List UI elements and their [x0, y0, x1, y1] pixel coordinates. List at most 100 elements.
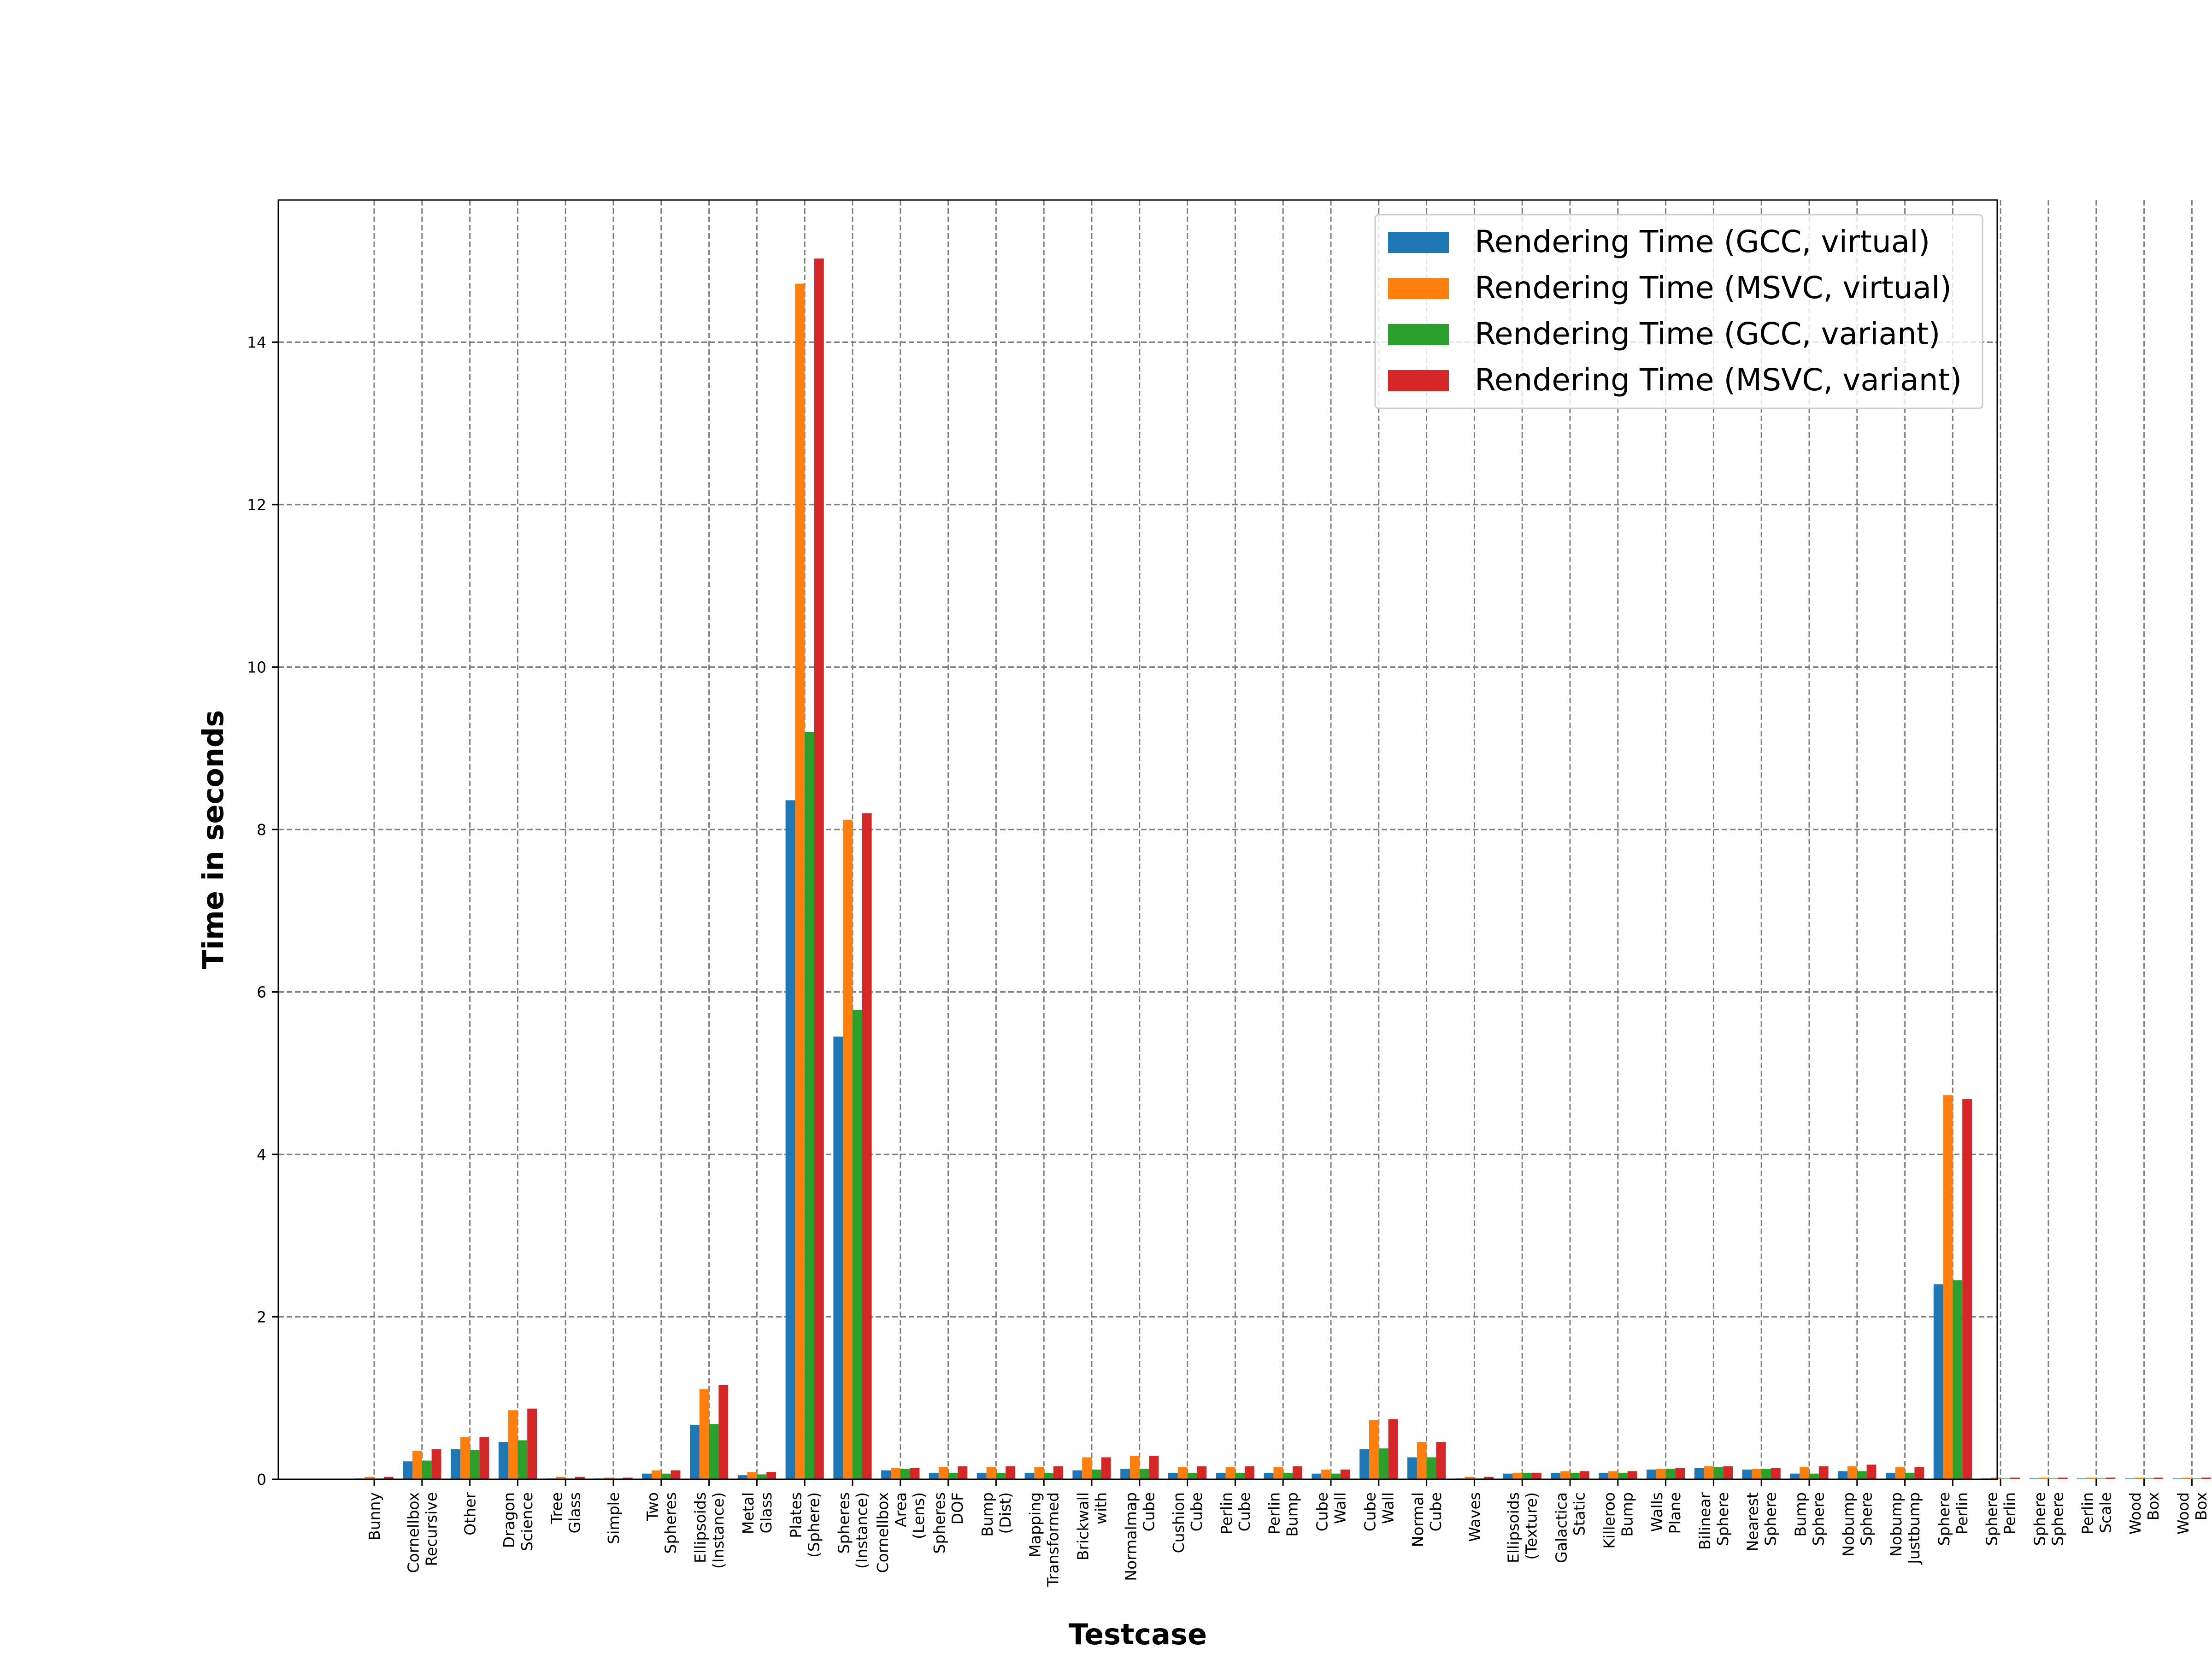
- bar: [2096, 1478, 2106, 1479]
- x-tick-label: Mapping: [1026, 1492, 1044, 1558]
- bar: [747, 1472, 757, 1479]
- bar: [1168, 1472, 1178, 1479]
- bar: [575, 1477, 585, 1479]
- bar: [604, 1477, 613, 1479]
- bar: [498, 1441, 508, 1479]
- bar: [1838, 1471, 1847, 1479]
- bar: [1359, 1449, 1369, 1479]
- bar: [1818, 1466, 1829, 1479]
- x-tick-label: Spheres: [661, 1492, 679, 1553]
- bar: [2000, 1478, 2010, 1479]
- y-axis-ticks: 0 2 4 6 8 10 12 14: [247, 333, 278, 1488]
- x-tick-label: Wall: [1331, 1492, 1349, 1524]
- x-tick-label: Transformed: [1044, 1492, 1062, 1587]
- x-tick-label: Cube: [1235, 1492, 1253, 1531]
- y-tick-label: 4: [257, 1146, 266, 1164]
- x-tick-label: Nobump: [1887, 1492, 1905, 1557]
- bar: [1943, 1095, 1953, 1479]
- x-tick-label: Galactica: [1553, 1492, 1571, 1563]
- bar: [2201, 1477, 2211, 1479]
- bar: [1139, 1469, 1149, 1479]
- bar: [479, 1437, 489, 1479]
- x-tick-label: Bump: [978, 1492, 996, 1537]
- x-tick-label: Cornellbox: [404, 1492, 422, 1573]
- bar: [1197, 1466, 1207, 1479]
- bar: [910, 1468, 920, 1479]
- y-axis-title: Time in seconds: [196, 710, 230, 969]
- bar: [1407, 1457, 1417, 1479]
- bar: [2087, 1477, 2096, 1479]
- bar: [1369, 1420, 1379, 1479]
- x-tick-label: Metal: [739, 1492, 757, 1534]
- bar: [709, 1424, 719, 1479]
- bar: [1522, 1472, 1532, 1479]
- x-tick-label: with: [1092, 1492, 1110, 1524]
- bar: [1713, 1467, 1724, 1479]
- bar: [2134, 1477, 2144, 1479]
- bar: [1006, 1466, 1015, 1479]
- bar: [1024, 1472, 1035, 1479]
- legend-box: [1374, 214, 1983, 409]
- bar: [1044, 1472, 1053, 1479]
- bar: [2192, 1478, 2202, 1479]
- bar: [1857, 1471, 1867, 1479]
- x-tick-label: (Sphere): [805, 1492, 823, 1558]
- y-tick-label: 2: [257, 1308, 266, 1326]
- legend-swatch: [1388, 370, 1449, 391]
- x-tick-label: Glass: [757, 1492, 775, 1533]
- bar: [2010, 1477, 2020, 1479]
- bar: [1293, 1466, 1302, 1479]
- x-tick-label: Normal: [1409, 1492, 1427, 1547]
- bar: [1723, 1466, 1733, 1479]
- x-tick-label: Cube: [1188, 1492, 1206, 1531]
- bar: [1264, 1472, 1274, 1479]
- bar: [623, 1477, 633, 1479]
- bar: [412, 1451, 422, 1479]
- bar: [1905, 1472, 1915, 1479]
- bar: [1608, 1471, 1618, 1479]
- bar: [1886, 1472, 1895, 1479]
- bar: [1283, 1472, 1293, 1479]
- x-tick-label: Normalmap: [1122, 1492, 1140, 1581]
- x-tick-label: Waves: [1465, 1492, 1483, 1542]
- bar: [1704, 1466, 1714, 1479]
- x-tick-label: Nobump: [1839, 1492, 1857, 1557]
- y-tick-label: 8: [257, 821, 266, 839]
- x-tick-label: Perlin: [2001, 1492, 2019, 1535]
- x-axis-title: Testcase: [1069, 1618, 1207, 1651]
- x-tick-label: Sphere: [2031, 1492, 2049, 1546]
- bar: [805, 732, 814, 1479]
- y-tick-label: 12: [247, 496, 266, 514]
- bar: [1053, 1466, 1063, 1479]
- bar: [1532, 1472, 1541, 1479]
- y-tick-label: 0: [257, 1471, 266, 1488]
- x-tick-label: Wood: [2126, 1492, 2144, 1535]
- x-tick-label: Sphere: [1983, 1492, 2001, 1546]
- x-tick-label: Justbump: [1905, 1492, 1923, 1565]
- bar: [1216, 1472, 1226, 1479]
- bar: [642, 1473, 652, 1479]
- x-tick-label: (Lens): [910, 1492, 928, 1539]
- legend-swatch: [1388, 278, 1449, 299]
- bar: [1579, 1471, 1589, 1479]
- x-tick-label: Cube: [1427, 1492, 1445, 1531]
- bar: [862, 813, 872, 1479]
- bar: [785, 800, 795, 1479]
- x-tick-label: Bilinear: [1696, 1492, 1714, 1550]
- x-tick-label: Plane: [1666, 1492, 1684, 1534]
- bar: [996, 1472, 1006, 1479]
- bar: [718, 1385, 729, 1479]
- bar: [652, 1470, 661, 1479]
- x-tick-label: Spheres: [930, 1492, 948, 1553]
- bar: [2172, 1478, 2183, 1479]
- bar: [460, 1437, 470, 1479]
- bar: [2153, 1477, 2164, 1479]
- x-tick-label: Ellipsoids: [1505, 1492, 1523, 1563]
- x-tick-label: Bump: [1618, 1492, 1636, 1537]
- bar: [1551, 1472, 1561, 1479]
- bar: [1800, 1467, 1809, 1479]
- x-tick-label: Sphere: [1810, 1492, 1828, 1546]
- bar: [403, 1461, 412, 1479]
- bar: [1082, 1457, 1092, 1479]
- x-tick-label: Brickwall: [1074, 1492, 1092, 1560]
